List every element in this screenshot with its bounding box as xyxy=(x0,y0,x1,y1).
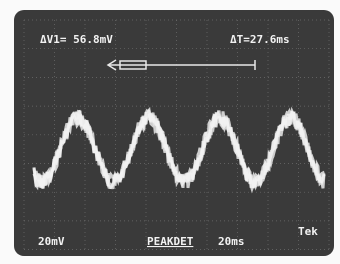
brand: Tek xyxy=(298,225,318,238)
screen xyxy=(14,10,334,256)
volts-per-div: 20mV xyxy=(38,235,65,248)
time-per-div: 20ms xyxy=(218,235,245,248)
acquire-mode: PEAKDET xyxy=(147,235,194,248)
delta-t-readout: ΔT=27.6ms xyxy=(230,33,290,46)
delta-v-readout: ΔV1= 56.8mV xyxy=(40,33,113,46)
oscilloscope-photo: ΔV1= 56.8mV ΔT=27.6ms 20mV PEAKDET 20ms … xyxy=(0,0,340,264)
